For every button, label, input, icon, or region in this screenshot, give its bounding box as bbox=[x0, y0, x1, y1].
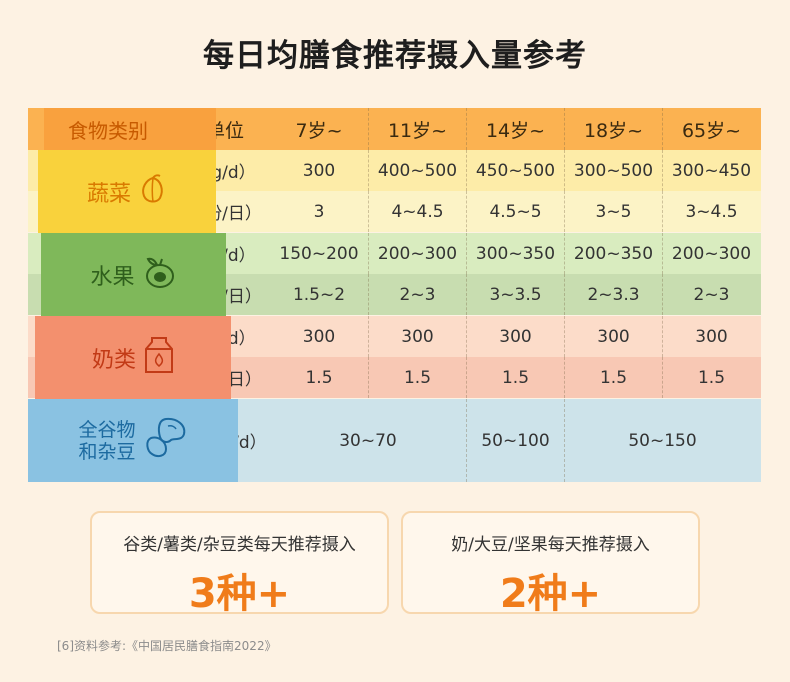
value-cell: 300~500 bbox=[564, 150, 662, 191]
dairy-variety-box: 奶/大豆/坚果每天推荐摄入 2种+ bbox=[401, 511, 700, 617]
bean-icon bbox=[144, 416, 188, 465]
value-cell: 150~200 bbox=[279, 243, 359, 264]
value-cell: 300 bbox=[466, 316, 564, 357]
box-value: 3种+ bbox=[188, 571, 291, 617]
box-label: 谷类/薯类/杂豆类每天推荐摄入 bbox=[123, 535, 356, 555]
value-cell: 400~500 bbox=[368, 150, 466, 191]
value-cell: 300~450 bbox=[662, 150, 760, 191]
header-age-65: 65岁~ bbox=[662, 108, 760, 150]
value-cell: 300 bbox=[302, 326, 336, 347]
category-label: 蔬菜 bbox=[86, 181, 131, 207]
value-cell: 300 bbox=[564, 316, 662, 357]
header-age-7: 7岁~ bbox=[295, 119, 343, 142]
value-cell: 50~150 bbox=[564, 399, 760, 482]
value-cell: 3~4.5 bbox=[662, 191, 760, 232]
category-label-line2: 和杂豆 bbox=[78, 440, 136, 463]
value-cell: 3 bbox=[313, 201, 325, 222]
header-age-11: 11岁~ bbox=[368, 108, 466, 150]
value-cell: 2~3.3 bbox=[564, 274, 662, 315]
box-value: 2种+ bbox=[499, 571, 602, 617]
value-cell: 3~5 bbox=[564, 191, 662, 232]
value-cell: 200~300 bbox=[662, 233, 760, 274]
header-age-18: 18岁~ bbox=[564, 108, 662, 150]
value-cell: 30~70 bbox=[339, 430, 397, 451]
milk-carton-icon bbox=[144, 336, 174, 380]
fruit-icon bbox=[143, 255, 177, 295]
grain-variety-box: 谷类/薯类/杂豆类每天推荐摄入 3种+ bbox=[90, 511, 389, 617]
category-label: 水果 bbox=[90, 264, 135, 290]
value-cell: 4~4.5 bbox=[368, 191, 466, 232]
page-title: 每日均膳食推荐摄入量参考 bbox=[203, 38, 587, 74]
value-cell: 300 bbox=[662, 316, 760, 357]
category-milk: 奶类 bbox=[35, 316, 231, 399]
category-label: 奶类 bbox=[91, 347, 136, 373]
value-cell: 1.5 bbox=[368, 357, 466, 398]
value-cell: 50~100 bbox=[466, 399, 564, 482]
value-cell: 3~3.5 bbox=[466, 274, 564, 315]
header-age-14: 14岁~ bbox=[466, 108, 564, 150]
value-cell: 1.5 bbox=[564, 357, 662, 398]
value-cell: 200~350 bbox=[564, 233, 662, 274]
source-note: [6]资料参考:《中国居民膳食指南2022》 bbox=[57, 639, 277, 653]
box-label: 奶/大豆/坚果每天推荐摄入 bbox=[451, 535, 650, 555]
value-cell: 1.5~2 bbox=[292, 284, 346, 305]
vegetable-icon bbox=[139, 173, 167, 210]
category-vegetable: 蔬菜 bbox=[38, 150, 216, 233]
value-cell: 300 bbox=[368, 316, 466, 357]
value-cell: 450~500 bbox=[466, 150, 564, 191]
value-cell: 2~3 bbox=[368, 274, 466, 315]
value-cell: 1.5 bbox=[662, 357, 760, 398]
value-cell: 300 bbox=[302, 160, 336, 181]
category-label-line1: 全谷物 bbox=[78, 418, 136, 441]
value-cell: 4.5~5 bbox=[466, 191, 564, 232]
category-grain: 全谷物 和杂豆 bbox=[28, 399, 238, 482]
value-cell: 2~3 bbox=[662, 274, 760, 315]
value-cell: 1.5 bbox=[305, 367, 333, 388]
value-cell: 1.5 bbox=[466, 357, 564, 398]
category-fruit: 水果 bbox=[41, 233, 226, 316]
value-cell: 200~300 bbox=[368, 233, 466, 274]
value-cell: 300~350 bbox=[466, 233, 564, 274]
